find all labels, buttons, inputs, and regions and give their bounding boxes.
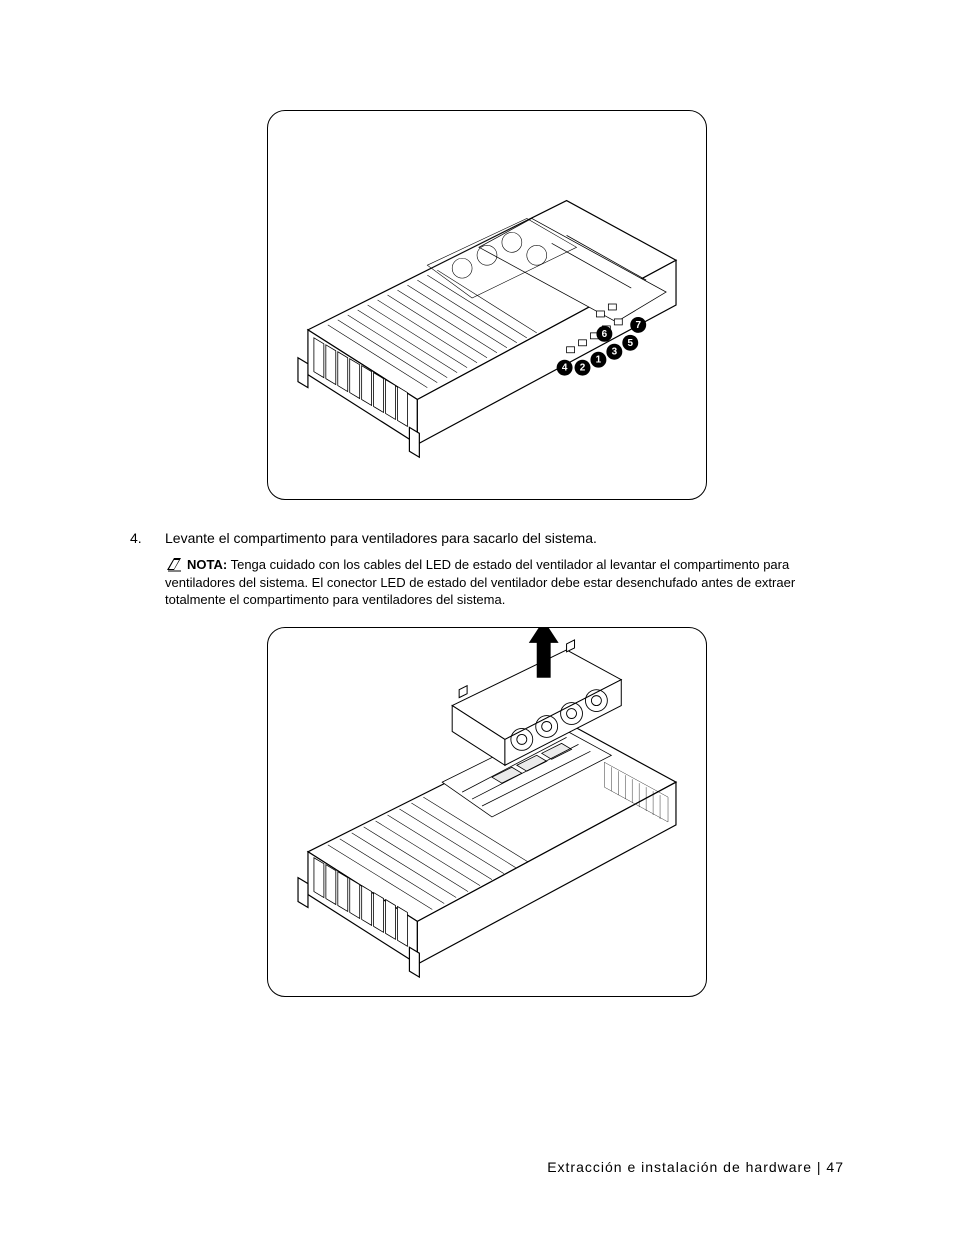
svg-text:1: 1 [596,355,602,366]
svg-text:3: 3 [612,347,618,358]
page-content: 4 2 1 3 5 6 7 4. Levante el compartiment… [0,0,954,1235]
svg-text:4: 4 [562,363,568,374]
svg-text:6: 6 [602,329,608,340]
figure-2 [267,627,707,997]
step-number: 4. [130,530,165,546]
footer-page-number: 47 [826,1159,844,1175]
footer-section: Extracción e instalación de hardware [547,1159,812,1175]
note-icon [165,556,183,572]
svg-text:2: 2 [580,363,586,374]
footer-separator: | [817,1159,822,1175]
note-label: NOTA: [187,557,227,572]
step-4: 4. Levante el compartimento para ventila… [130,530,844,546]
svg-text:7: 7 [635,320,641,331]
page-footer: Extracción e instalación de hardware | 4… [547,1159,844,1175]
note-block: NOTA: Tenga cuidado con los cables del L… [165,556,844,609]
figure-1: 4 2 1 3 5 6 7 [267,110,707,500]
note-body: Tenga cuidado con los cables del LED de … [165,557,795,607]
step-text: Levante el compartimento para ventilador… [165,530,597,546]
svg-text:5: 5 [627,338,633,349]
